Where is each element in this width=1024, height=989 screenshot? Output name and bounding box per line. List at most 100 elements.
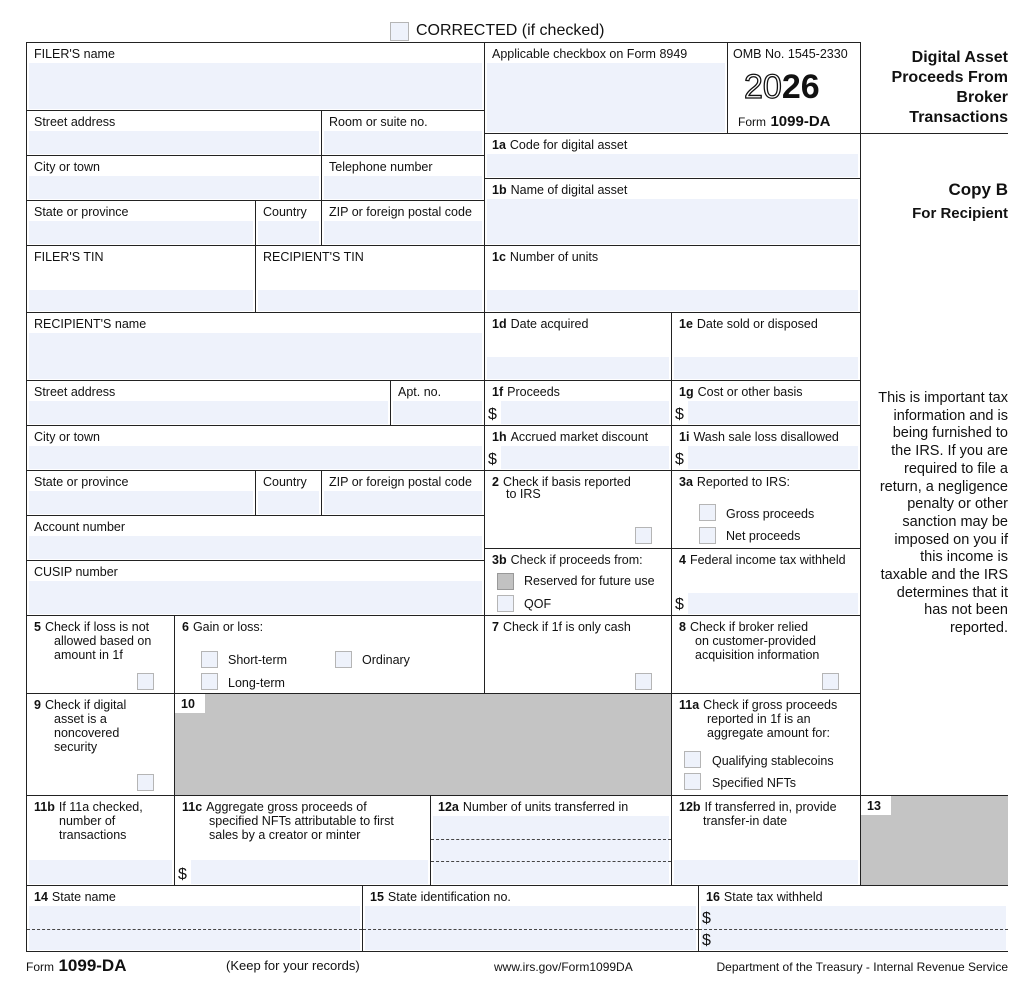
- box-11c-field[interactable]: 11c Aggregate gross proceeds of specified …: [174, 795, 431, 886]
- copy-subtitle: For Recipient: [912, 205, 1008, 222]
- box-11b-field[interactable]: 11b If 11a checked, number of transactions: [26, 795, 175, 886]
- applicable-checkbox-field[interactable]: Applicable checkbox on Form 8949: [484, 42, 728, 134]
- recipient-name-label: RECIPIENT'S name: [34, 317, 147, 331]
- box-1d-field[interactable]: 1d Date acquired: [484, 312, 672, 381]
- gross-proceeds-checkbox[interactable]: [699, 504, 716, 521]
- long-term-label: Long-term: [228, 676, 285, 690]
- box-10: 10: [174, 693, 672, 796]
- box-1b-field[interactable]: 1b Name of digital asset: [484, 178, 861, 246]
- footer-url: www.irs.gov/Form1099DA: [494, 960, 633, 974]
- filer-city-label: City or town: [34, 160, 100, 174]
- box-1h-field[interactable]: 1h Accrued market discount $: [484, 425, 672, 471]
- gross-proceeds-label: Gross proceeds: [726, 507, 815, 521]
- box-5: 5 Check if loss is not allowed based on amo…: [26, 615, 175, 694]
- ordinary-label: Ordinary: [362, 653, 410, 667]
- box-3b: 3b Check if proceeds from: Reserved for f…: [484, 548, 672, 616]
- filer-zip-label: ZIP or foreign postal code: [329, 205, 472, 219]
- ordinary-checkbox[interactable]: [335, 651, 352, 668]
- box-14-field[interactable]: 14 State name: [26, 885, 363, 952]
- recipient-name-field[interactable]: RECIPIENT'S name: [26, 312, 485, 381]
- notice-text: This is important tax information and is b…: [878, 390, 1008, 637]
- filer-city-field[interactable]: City or town: [26, 155, 322, 201]
- box-9: 9 Check if digital asset is a noncovered sec…: [26, 693, 175, 796]
- long-term-checkbox[interactable]: [201, 673, 218, 690]
- box-12b-field[interactable]: 12b If transferred in, provide transfer-in…: [671, 795, 861, 886]
- corrected-label: CORRECTED (if checked): [416, 22, 605, 39]
- filer-name-field[interactable]: FILER'S name: [26, 42, 485, 111]
- footer-form-id: Form 1099-DA: [26, 956, 127, 975]
- recipient-country-field[interactable]: Country: [255, 470, 322, 516]
- filer-state-field[interactable]: State or province: [26, 200, 256, 246]
- box-1g-field[interactable]: 1g Cost or other basis $: [671, 380, 861, 426]
- box-1f-field[interactable]: 1f Proceeds $: [484, 380, 672, 426]
- footer-keep: (Keep for your records): [226, 958, 360, 973]
- nfts-label: Specified NFTs: [712, 776, 797, 790]
- filer-country-label: Country: [263, 205, 307, 219]
- recipient-zip-label: ZIP or foreign postal code: [329, 475, 472, 489]
- cusip-label: CUSIP number: [34, 565, 118, 579]
- recipient-street-field[interactable]: Street address: [26, 380, 391, 426]
- recipient-city-label: City or town: [34, 430, 100, 444]
- tax-year: 2026: [743, 67, 820, 106]
- footer-dept: Department of the Treasury - Internal Re…: [716, 960, 1008, 974]
- box-12a-field[interactable]: 12a Number of units transferred in: [430, 795, 672, 886]
- recipient-apt-label: Apt. no.: [398, 385, 442, 399]
- filer-tin-label: FILER'S TIN: [34, 250, 104, 264]
- box-5-checkbox[interactable]: [137, 673, 154, 690]
- box-2-checkbox[interactable]: [635, 527, 652, 544]
- filer-country-field[interactable]: Country: [255, 200, 322, 246]
- box-7-checkbox[interactable]: [635, 673, 652, 690]
- filer-phone-field[interactable]: Telephone number: [321, 155, 485, 201]
- qof-checkbox[interactable]: [497, 595, 514, 612]
- filer-name-label: FILER'S name: [34, 47, 115, 61]
- box-1i-field[interactable]: 1i Wash sale loss disallowed $: [671, 425, 861, 471]
- applicable-checkbox-label: Applicable checkbox on Form 8949: [492, 47, 688, 61]
- account-number-label: Account number: [34, 520, 126, 534]
- recipient-tin-field[interactable]: RECIPIENT'S TIN: [255, 245, 485, 313]
- box-1e-field[interactable]: 1e Date sold or disposed: [671, 312, 861, 381]
- box-1a-field[interactable]: 1a Code for digital asset: [484, 133, 861, 179]
- stablecoins-label: Qualifying stablecoins: [712, 754, 834, 768]
- account-number-field[interactable]: Account number: [26, 515, 485, 561]
- box-15-field[interactable]: 15 State identification no.: [362, 885, 699, 952]
- cusip-field[interactable]: CUSIP number: [26, 560, 485, 616]
- recipient-zip-field[interactable]: ZIP or foreign postal code: [321, 470, 485, 516]
- box-1c-field[interactable]: 1c Number of units: [484, 245, 861, 313]
- filer-state-label: State or province: [34, 205, 129, 219]
- filer-zip-field[interactable]: ZIP or foreign postal code: [321, 200, 485, 246]
- filer-street-label: Street address: [34, 115, 116, 129]
- box-7: 7 Check if 1f is only cash: [484, 615, 672, 694]
- recipient-apt-field[interactable]: Apt. no.: [390, 380, 485, 426]
- recipient-tin-label: RECIPIENT'S TIN: [263, 250, 364, 264]
- filer-tin-field[interactable]: FILER'S TIN: [26, 245, 256, 313]
- filer-street-field[interactable]: Street address: [26, 110, 322, 156]
- stablecoins-checkbox[interactable]: [684, 751, 701, 768]
- box-16-field[interactable]: 16 State tax withheld $ $: [698, 885, 1008, 952]
- recipient-city-field[interactable]: City or town: [26, 425, 485, 471]
- box-2: 2 Check if basis reported to IRS: [484, 470, 672, 549]
- qof-label: QOF: [524, 597, 552, 611]
- recipient-country-label: Country: [263, 475, 307, 489]
- net-proceeds-label: Net proceeds: [726, 529, 801, 543]
- box-9-checkbox[interactable]: [137, 774, 154, 791]
- reserved-checkbox: [497, 573, 514, 590]
- box-8: 8 Check if broker relied on customer-provi…: [671, 615, 861, 694]
- box-6: 6 Gain or loss: Short-term Long-term Ordi…: [174, 615, 485, 694]
- title-divider: [860, 133, 1008, 134]
- box-11a: 11a Check if gross proceeds reported in 1f…: [671, 693, 861, 796]
- filer-room-field[interactable]: Room or suite no.: [321, 110, 485, 156]
- filer-phone-label: Telephone number: [329, 160, 433, 174]
- nfts-checkbox[interactable]: [684, 773, 701, 790]
- box-3a: 3a Reported to IRS: Gross proceeds Net pr…: [671, 470, 861, 549]
- recipient-state-field[interactable]: State or province: [26, 470, 256, 516]
- box-8-checkbox[interactable]: [822, 673, 839, 690]
- copy-title: Copy B: [948, 180, 1009, 199]
- reserved-label: Reserved for future use: [524, 574, 655, 588]
- form-id: Form 1099-DA: [738, 113, 831, 130]
- box-4-field[interactable]: 4 Federal income tax withheld $: [671, 548, 861, 616]
- net-proceeds-checkbox[interactable]: [699, 527, 716, 544]
- short-term-checkbox[interactable]: [201, 651, 218, 668]
- short-term-label: Short-term: [228, 653, 288, 667]
- form-title: Digital Asset Proceeds From Broker Transact…: [891, 49, 1008, 126]
- corrected-checkbox[interactable]: [390, 22, 409, 41]
